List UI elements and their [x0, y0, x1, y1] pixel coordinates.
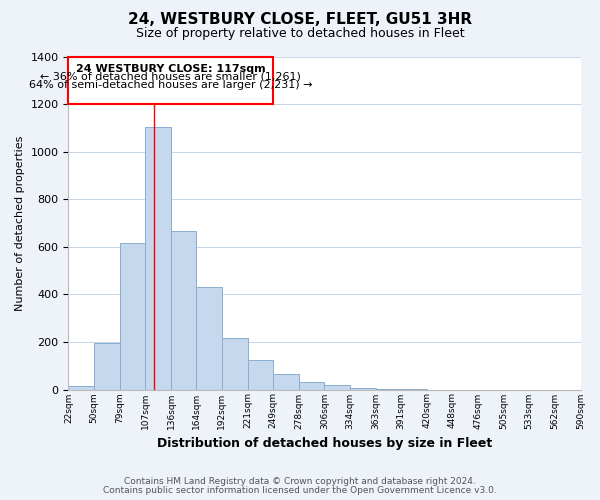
Text: Contains public sector information licensed under the Open Government Licence v3: Contains public sector information licen…	[103, 486, 497, 495]
Bar	[325, 385, 350, 390]
Text: Contains HM Land Registry data © Crown copyright and database right 2024.: Contains HM Land Registry data © Crown c…	[124, 477, 476, 486]
Bar	[350, 388, 376, 390]
Text: ← 36% of detached houses are smaller (1,261): ← 36% of detached houses are smaller (1,…	[40, 72, 301, 82]
Bar	[94, 343, 120, 390]
X-axis label: Distribution of detached houses by size in Fleet: Distribution of detached houses by size …	[157, 437, 492, 450]
Bar	[120, 243, 145, 390]
Y-axis label: Number of detached properties: Number of detached properties	[15, 136, 25, 310]
Bar	[248, 360, 273, 390]
Bar	[171, 232, 196, 390]
Text: 64% of semi-detached houses are larger (2,231) →: 64% of semi-detached houses are larger (…	[29, 80, 313, 90]
Bar	[273, 374, 299, 390]
Text: 24 WESTBURY CLOSE: 117sqm: 24 WESTBURY CLOSE: 117sqm	[76, 64, 266, 74]
Bar	[68, 386, 94, 390]
Bar	[221, 338, 248, 390]
Bar	[376, 389, 401, 390]
Bar	[145, 126, 171, 390]
Text: 24, WESTBURY CLOSE, FLEET, GU51 3HR: 24, WESTBURY CLOSE, FLEET, GU51 3HR	[128, 12, 472, 28]
Text: Size of property relative to detached houses in Fleet: Size of property relative to detached ho…	[136, 28, 464, 40]
Bar	[299, 382, 325, 390]
FancyBboxPatch shape	[68, 56, 273, 104]
Bar	[196, 287, 221, 390]
